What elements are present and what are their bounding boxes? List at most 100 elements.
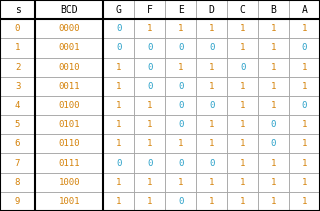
Text: 1: 1 [271, 82, 276, 91]
Text: 1: 1 [271, 63, 276, 72]
Bar [227, 96, 258, 115]
Text: 1: 1 [209, 63, 214, 72]
Bar [134, 77, 165, 96]
Bar [289, 38, 320, 58]
Bar [165, 115, 196, 134]
Bar [165, 173, 196, 192]
Text: 1: 1 [240, 158, 245, 168]
Bar [35, 19, 103, 38]
Bar [35, 115, 103, 134]
Bar [227, 115, 258, 134]
Bar [165, 96, 196, 115]
Text: 1: 1 [178, 139, 183, 148]
Bar [35, 58, 103, 77]
Text: 0: 0 [178, 101, 183, 110]
Text: 0: 0 [116, 158, 121, 168]
Text: 1: 1 [240, 82, 245, 91]
Bar [289, 77, 320, 96]
Text: 0010: 0010 [59, 63, 80, 72]
Text: A: A [301, 5, 308, 15]
Text: 1: 1 [209, 139, 214, 148]
Text: B: B [271, 5, 276, 15]
Text: 0011: 0011 [59, 82, 80, 91]
Text: C: C [240, 5, 245, 15]
Text: 1: 1 [116, 120, 121, 129]
Bar [196, 96, 227, 115]
Bar [258, 134, 289, 153]
Bar [258, 19, 289, 38]
Bar [165, 134, 196, 153]
Text: 0101: 0101 [59, 120, 80, 129]
Bar [0, 96, 35, 115]
Text: 1: 1 [240, 197, 245, 206]
Bar [35, 192, 103, 211]
Bar [289, 153, 320, 173]
Bar [227, 153, 258, 173]
Bar [227, 192, 258, 211]
Bar [134, 173, 165, 192]
Bar [134, 96, 165, 115]
Bar [196, 134, 227, 153]
Text: 1: 1 [116, 139, 121, 148]
Text: 0: 0 [302, 101, 307, 110]
Text: E: E [178, 5, 184, 15]
Text: 1: 1 [302, 24, 307, 33]
Bar [227, 173, 258, 192]
Text: 0: 0 [147, 158, 152, 168]
Bar [134, 58, 165, 77]
Bar [35, 96, 103, 115]
Text: 0: 0 [178, 120, 183, 129]
Text: 0: 0 [209, 158, 214, 168]
Text: 0: 0 [15, 24, 20, 33]
Text: 0: 0 [271, 120, 276, 129]
Bar [134, 19, 165, 38]
Bar [0, 19, 35, 38]
Bar [103, 115, 134, 134]
Text: 4: 4 [15, 101, 20, 110]
Text: 6: 6 [15, 139, 20, 148]
Text: 1: 1 [271, 24, 276, 33]
Text: 1: 1 [240, 101, 245, 110]
Bar [134, 0, 165, 19]
Text: 0100: 0100 [59, 101, 80, 110]
Bar [134, 115, 165, 134]
Text: 0111: 0111 [59, 158, 80, 168]
Bar [289, 192, 320, 211]
Text: 1: 1 [271, 178, 276, 187]
Text: 0: 0 [302, 43, 307, 53]
Bar [165, 19, 196, 38]
Bar [134, 38, 165, 58]
Text: 1: 1 [209, 24, 214, 33]
Text: 1: 1 [302, 197, 307, 206]
Bar [103, 19, 134, 38]
Bar [227, 134, 258, 153]
Bar [35, 134, 103, 153]
Bar [289, 58, 320, 77]
Text: G: G [116, 5, 122, 15]
Bar [258, 192, 289, 211]
Text: 1001: 1001 [59, 197, 80, 206]
Bar [103, 0, 134, 19]
Bar [258, 38, 289, 58]
Bar [196, 19, 227, 38]
Text: 1: 1 [240, 24, 245, 33]
Bar [103, 96, 134, 115]
Bar [35, 173, 103, 192]
Text: 1: 1 [147, 139, 152, 148]
Text: 1: 1 [147, 24, 152, 33]
Text: 0: 0 [271, 139, 276, 148]
Bar [227, 58, 258, 77]
Text: 0: 0 [209, 101, 214, 110]
Bar [165, 0, 196, 19]
Bar [165, 58, 196, 77]
Text: 1: 1 [240, 139, 245, 148]
Bar [258, 96, 289, 115]
Bar [196, 153, 227, 173]
Text: 1: 1 [240, 120, 245, 129]
Text: 1: 1 [116, 63, 121, 72]
Text: 1: 1 [271, 101, 276, 110]
Text: 1000: 1000 [59, 178, 80, 187]
Text: 1: 1 [302, 178, 307, 187]
Text: 0: 0 [240, 63, 245, 72]
Text: 1: 1 [240, 178, 245, 187]
